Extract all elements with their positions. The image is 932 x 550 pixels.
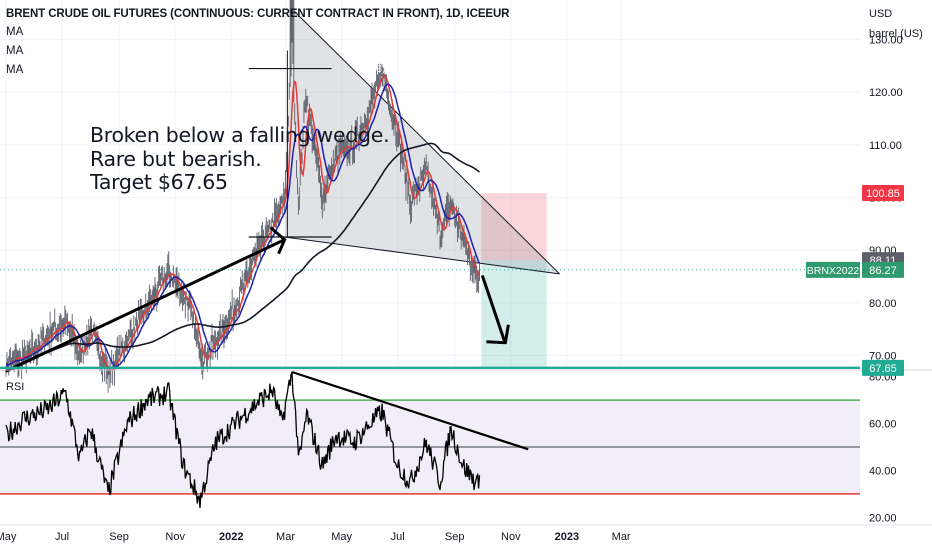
annotation-text[interactable]: Broken below a falling wedge. Rare but b…: [90, 123, 390, 195]
rising-trendline[interactable]: [5, 238, 286, 373]
price-tick-label: 110.00: [869, 140, 902, 152]
indicator-ma-3[interactable]: MA: [6, 64, 24, 76]
stop-badge: 100.85: [866, 188, 900, 200]
price-tick-label: 70.00: [869, 350, 897, 362]
price-tick-label: 130.00: [869, 35, 903, 47]
indicator-ma-1[interactable]: MA: [6, 26, 24, 38]
wedge-upper-line[interactable]: [290, 7, 560, 275]
rsi-tick-label: 40.00: [869, 465, 897, 477]
annotation-line-1: Broken below a falling wedge.: [90, 123, 390, 147]
axis-unit-currency: USD: [869, 8, 893, 20]
annotation-line-3: Target $67.65: [90, 170, 228, 194]
target-badge: 67.65: [869, 363, 897, 375]
price-tick-label: 90.00: [869, 245, 897, 257]
trend-drawings[interactable]: [0, 50, 860, 373]
position-box[interactable]: [481, 193, 547, 368]
symbol-badge-bg: [806, 261, 860, 278]
time-tick-label: Sep: [445, 531, 465, 543]
measure-label: (3) 3145: [373, 64, 411, 75]
moving-averages: [5, 75, 481, 372]
time-tick-label: 2022: [219, 531, 243, 543]
rsi-line: [5, 371, 481, 508]
time-tick-label: Mar: [276, 531, 295, 543]
falling-wedge[interactable]: [284, 7, 560, 275]
time-tick-label: Jul: [391, 531, 405, 543]
wedge-fill[interactable]: [284, 8, 560, 274]
trendline-arrowhead: [269, 226, 287, 255]
indicator-ma-2[interactable]: MA: [6, 45, 24, 57]
rsi-pane: [0, 370, 860, 508]
symbol-badge: BRNX2022: [807, 265, 860, 277]
axis-unit-quantity: barrel (US): [869, 28, 923, 40]
time-tick-label: Jul: [55, 531, 69, 543]
wedge-lower-line[interactable]: [284, 236, 560, 275]
chart-title: BRENT CRUDE OIL FUTURES (CONTINUOUS: CUR…: [6, 8, 510, 20]
rsi-tick-label: 60.00: [869, 419, 897, 431]
rsi-tick-label: 20.00: [869, 512, 897, 524]
target-zone[interactable]: [481, 260, 547, 368]
price-tick-label: 80.00: [869, 298, 897, 310]
time-tick-label: Mar: [612, 531, 631, 543]
ma-line-fast: [5, 75, 480, 372]
ma-line-slow: [34, 142, 480, 358]
stop-zone[interactable]: [481, 193, 547, 261]
target-arrow[interactable]: [480, 274, 506, 342]
time-axis[interactable]: May Jul Sep Nov 2022 Mar May Jul Sep Nov 2023 Mar: [0, 524, 932, 543]
time-tick-label: Nov: [165, 531, 185, 543]
stop-badge-bg: [862, 185, 904, 202]
time-tick-label: Sep: [109, 531, 129, 543]
rsi-trendline[interactable]: [291, 370, 529, 451]
target-arrowhead: [486, 324, 510, 345]
time-tick-label: Nov: [501, 531, 521, 543]
rsi-label[interactable]: RSI: [6, 381, 25, 393]
time-tick-label: May: [0, 531, 17, 543]
annotation-line-2: Rare but bearish.: [90, 146, 262, 171]
price-grid: [0, 0, 860, 368]
time-tick-label: 2023: [555, 531, 579, 543]
price-tick-label: 120.00: [869, 87, 903, 99]
time-tick-label: May: [331, 531, 352, 543]
last-badge-bg: [862, 261, 904, 278]
target-badge-bg: [862, 359, 904, 376]
last-badge: 86.27: [869, 265, 897, 277]
